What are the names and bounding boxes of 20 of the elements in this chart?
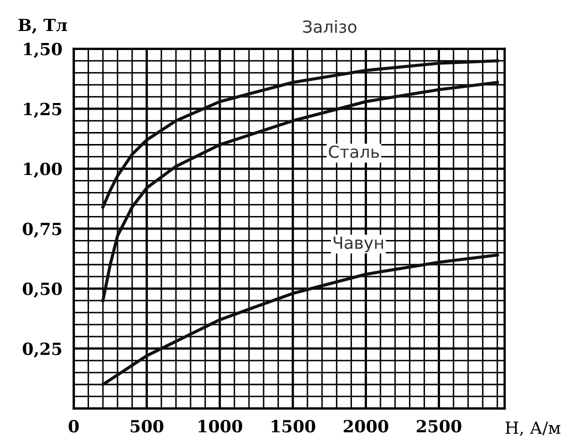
x-tick-label: 0: [68, 420, 79, 432]
x-axis-title: H, А/м: [506, 422, 560, 436]
x-tick-label: 1000: [198, 420, 242, 432]
y-tick-label: 0,50: [22, 282, 62, 298]
series-label: Чавун: [334, 236, 383, 252]
x-tick-label: 2500: [416, 420, 462, 432]
y-tick-label: 1,00: [24, 162, 62, 178]
series-label: Сталь: [328, 145, 380, 158]
y-tick-label: 1,50: [24, 42, 62, 58]
line-series: [101, 254, 499, 386]
x-tick-label: 2000: [344, 420, 388, 432]
line-series: [101, 59, 499, 209]
y-tick-label: 0,25: [22, 342, 62, 358]
text: Залізо: [303, 20, 356, 33]
line-series: [101, 80, 499, 302]
x-tick-label: 1500: [272, 420, 316, 432]
y-axis-title: B, Тл: [18, 18, 67, 34]
y-tick-label: 0,75: [22, 222, 62, 238]
x-tick-label: 500: [130, 420, 164, 432]
y-tick-label: 1,25: [24, 102, 62, 118]
